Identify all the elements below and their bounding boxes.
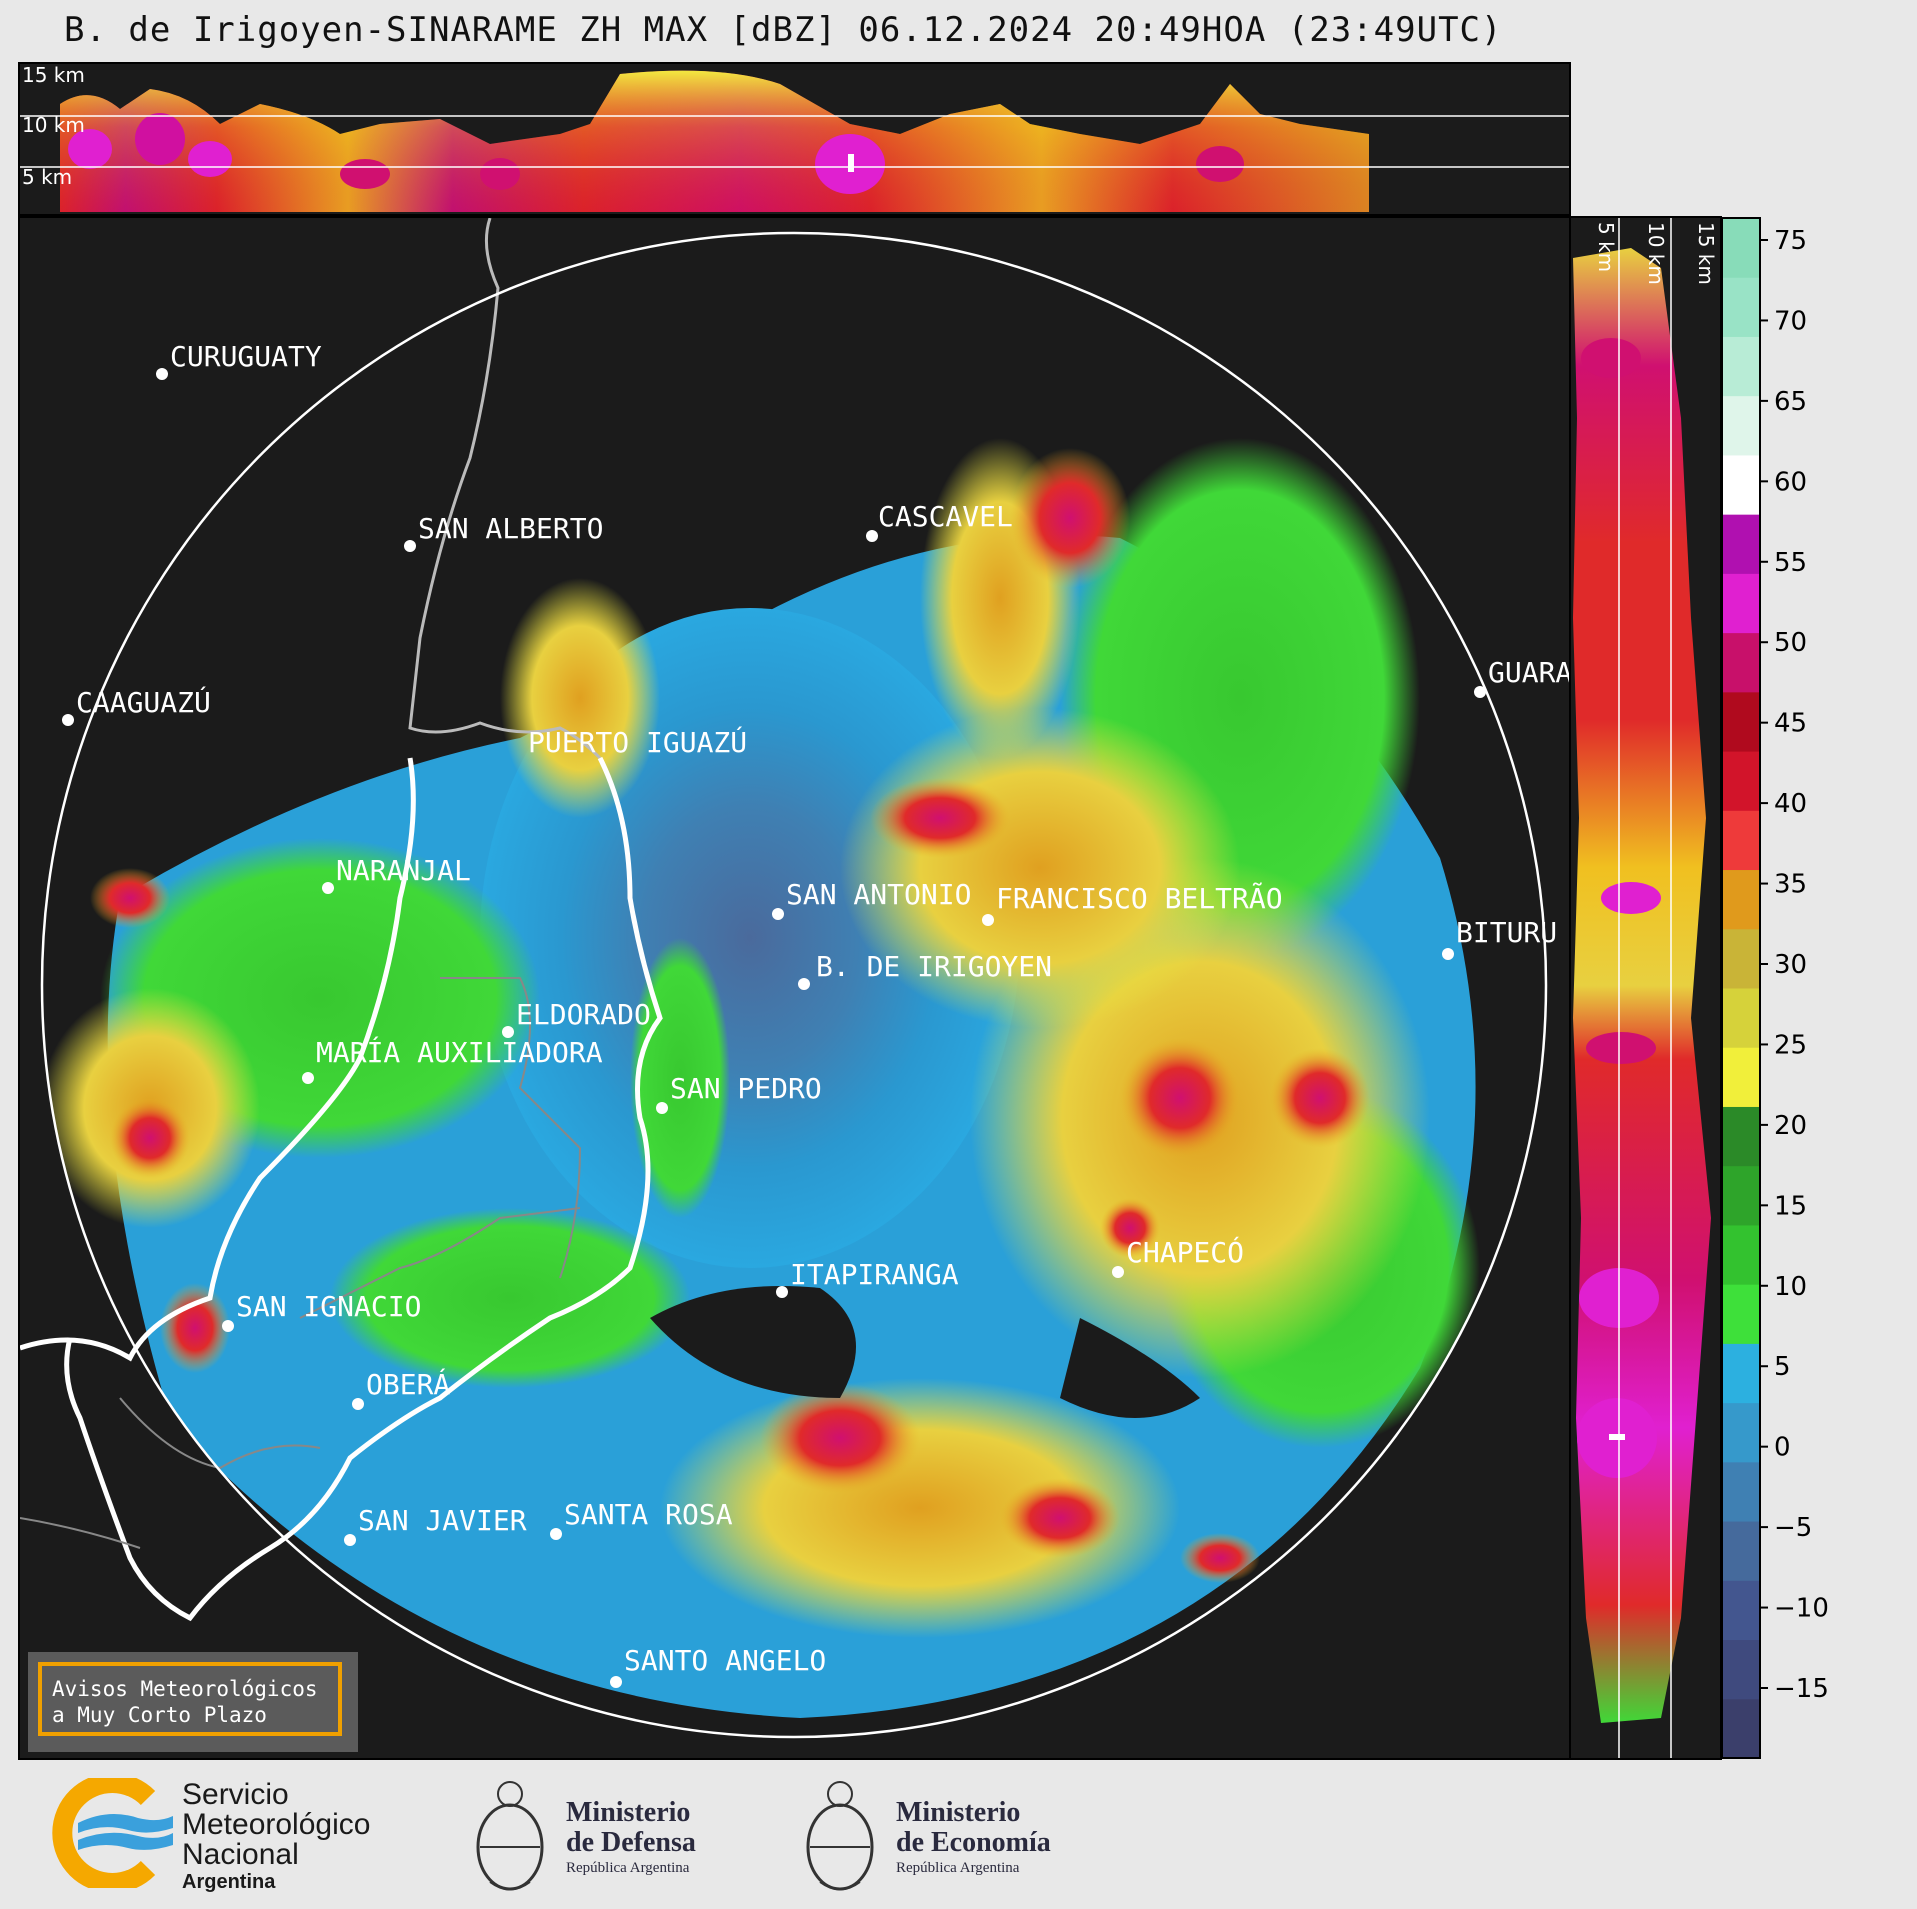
colorbar-tick-label: 65 [1774,387,1807,417]
colorbar-segment [1722,514,1760,574]
colorbar-segment [1722,1224,1760,1285]
km-label-15: 15 km [22,64,85,87]
city-san-ignacio: SAN IGNACIO [236,1290,421,1323]
city-curuguaty: CURUGUATY [170,340,322,373]
city-san-pedro: SAN PEDRO [670,1072,822,1105]
colorbar-tick-label: 70 [1774,306,1807,336]
colorbar-segment [1722,1698,1760,1759]
km-label-10: 10 km [22,113,85,137]
ministerio-defensa: Ministerio de Defensa República Argentin… [566,1797,696,1877]
colorbar-tick-label: 5 [1774,1352,1791,1382]
colorbar-segment [1722,632,1760,693]
coat-of-arms-icon [476,1781,544,1891]
ministerio-economia: Ministerio de Economía República Argenti… [896,1797,1051,1877]
city-markers: CURUGUATY SAN ALBERTO CASCAVEL GUARA CAA… [62,340,1569,1688]
side-km-label-15: 15 km [1694,222,1718,285]
smn-logo-icon [52,1778,173,1888]
colorbar-segment [1722,218,1760,278]
colorbar-tick-label: −15 [1774,1674,1829,1704]
colorbar-tick-label: 25 [1774,1030,1807,1060]
colorbar-tick-label: −10 [1774,1594,1829,1624]
colorbar-segment [1722,336,1760,397]
colorbar-segment [1722,691,1760,752]
city-santa-rosa: SANTA ROSA [564,1498,733,1531]
city-maria-auxiliadora: MARÍA AUXILIADORA [316,1035,603,1069]
colorbar-segment [1722,810,1760,871]
colorbar-segment [1722,1047,1760,1107]
colorbar-tick-label: 75 [1774,226,1807,256]
colorbar-tick-label: 15 [1774,1191,1807,1221]
colorbar-segment [1722,1402,1760,1463]
city-naranjal: NARANJAL [336,854,471,887]
colorbar-segment [1722,395,1760,456]
colorbar-tick-label: 35 [1774,870,1807,900]
colorbar-segment [1722,1284,1760,1344]
top-cross-section: 15 km 10 km 5 km [18,62,1571,216]
city-eldorado: ELDORADO [516,998,651,1031]
colorbar-segment [1722,751,1760,811]
political-borders [20,218,663,1622]
page-title: B. de Irigoyen-SINARAME ZH MAX [dBZ] 06.… [64,10,1503,50]
colorbar-tick-label: 55 [1774,548,1807,578]
city-chapeco: CHAPECÓ [1126,1235,1244,1269]
colorbar-segment [1722,1165,1760,1226]
city-bituru: BITURU [1456,916,1557,949]
side-km-label-10: 10 km [1644,222,1668,285]
colorbar-segment [1722,1580,1760,1641]
city-caaguazu: CAAGUAZÚ [76,685,211,719]
warning-line-1: Avisos Meteorológicos [52,1677,318,1701]
colorbar-tick-label: 20 [1774,1111,1807,1141]
colorbar-tick-label: 30 [1774,950,1807,980]
colorbar-tick-label: 10 [1774,1272,1807,1302]
warning-line-2: a Muy Corto Plazo [52,1703,267,1727]
city-cascavel: CASCAVEL [878,500,1013,533]
radar-map[interactable]: CURUGUATY SAN ALBERTO CASCAVEL GUARA CAA… [18,216,1571,1760]
city-puerto-iguazu: PUERTO IGUAZÚ [528,725,747,759]
city-san-alberto: SAN ALBERTO [418,512,603,545]
colorbar-tick-label: 50 [1774,628,1807,658]
city-san-antonio: SAN ANTONIO [786,878,971,911]
coat-of-arms-icon [806,1781,874,1891]
city-obera: OBERÁ [366,1367,450,1401]
colorbar-segment [1722,1521,1760,1581]
smn-name: Servicio Meteorológico Nacional Argentin… [182,1778,371,1894]
km-label-5: 5 km [22,165,72,189]
colorbar-segment [1722,928,1760,989]
colorbar-tick-label: 45 [1774,709,1807,739]
footer: Servicio Meteorológico Nacional Argentin… [0,1762,1917,1909]
colorbar-tick-label: 60 [1774,467,1807,497]
side-km-label-5: 5 km [1594,222,1618,272]
city-itapiranga: ITAPIRANGA [790,1258,959,1291]
colorbar-segment [1722,454,1760,515]
colorbar-tick-label: 0 [1774,1433,1791,1463]
radar-range-ring [40,231,1548,1739]
colorbar-segment [1722,1106,1760,1167]
colorbar-segment [1722,1461,1760,1522]
colorbar-segment [1722,1343,1760,1404]
city-guara: GUARA [1488,656,1569,689]
radar-echoes [42,438,1480,1718]
colorbar-segment [1722,1639,1760,1700]
city-santo-angelo: SANTO ANGELO [624,1644,826,1677]
colorbar-segment [1722,573,1760,634]
side-cross-section: 5 km 10 km 15 km [1569,216,1722,1760]
colorbar-segment [1722,869,1760,930]
city-francisco-beltrao: FRANCISCO BELTRÃO [996,882,1283,915]
warning-box[interactable]: Avisos Meteorológicos a Muy Corto Plazo [28,1652,358,1752]
city-san-javier: SAN JAVIER [358,1504,527,1537]
colorbar-tick-label: 40 [1774,789,1807,819]
colorbar-tick-label: −5 [1774,1513,1812,1543]
city-b-de-irigoyen: B. DE IRIGOYEN [816,950,1052,983]
colorbar-segment [1722,277,1760,337]
colorbar-segment [1722,988,1760,1048]
